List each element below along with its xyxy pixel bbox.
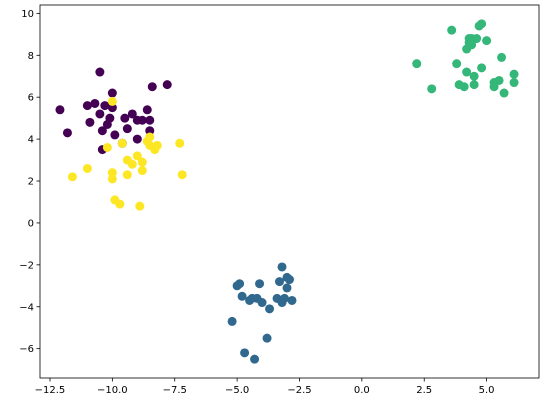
data-point [257,298,267,308]
data-point [227,316,237,326]
data-point [100,101,110,111]
data-point [275,277,285,287]
data-point [107,103,117,113]
data-point [132,134,142,144]
data-point [142,105,152,115]
data-point [489,82,499,92]
x-axis: −12.5 −10.0 −7.5 −5.0 −2.5 0.0 2.5 5.0 [35,378,495,396]
data-point [82,101,92,111]
data-point [277,262,287,272]
data-point [132,151,142,161]
data-point [137,157,147,167]
data-point [262,333,272,343]
y-tick-label: 0 [28,218,34,229]
data-point [452,59,462,69]
data-point [95,109,105,119]
data-point [285,275,294,285]
y-tick-label: 4 [28,135,34,146]
data-point [482,36,492,46]
data-point [280,293,290,303]
data-point [127,159,137,169]
y-tick-label: −2 [19,260,34,271]
y-tick-label: 2 [28,177,34,188]
x-tick-label: 5.0 [479,385,495,396]
x-tick-label: −2.5 [287,385,311,396]
x-tick-label: 2.5 [416,385,432,396]
data-point [55,105,65,115]
x-tick-label: −5.0 [225,385,249,396]
data-point [469,80,479,90]
data-point [497,52,507,62]
data-point [162,80,172,90]
data-point [120,113,130,123]
data-point [147,82,157,92]
x-tick-label: −12.5 [35,385,66,396]
data-point [95,67,105,77]
data-point [462,67,472,77]
data-point [152,140,162,150]
data-point [105,113,115,123]
data-point [145,115,155,125]
data-point [97,126,107,136]
y-tick-label: 6 [28,93,34,104]
data-point [82,163,92,173]
data-point [427,84,437,94]
data-point [494,75,504,85]
data-point [90,98,100,108]
data-point [240,348,250,358]
data-point [107,168,117,178]
data-point [477,63,487,73]
data-point [237,291,247,301]
data-point [117,138,127,148]
data-point [472,34,482,44]
data-point [137,115,147,125]
data-point [122,124,132,134]
data-point [137,166,147,176]
data-point [127,109,137,119]
data-point [62,128,72,138]
data-point [287,295,297,305]
data-point [102,142,112,152]
data-point [135,201,145,211]
data-point [110,130,120,140]
data-point [175,138,185,148]
y-tick-label: −6 [19,344,34,355]
data-point [509,69,519,79]
data-point [107,174,117,184]
x-tick-label: −10.0 [97,385,128,396]
data-point [107,96,117,106]
data-point [145,126,155,136]
data-point [499,88,509,98]
data-point [469,71,479,81]
data-point [67,172,77,182]
plot-frame [39,4,540,379]
data-point [85,117,95,127]
data-point [177,170,187,180]
data-point [477,19,487,29]
data-point [255,279,265,289]
x-tick-label: 0.0 [354,385,370,396]
y-tick-label: 8 [28,51,34,62]
data-point [145,132,155,142]
data-point [509,78,519,88]
data-point [122,170,132,180]
data-point [265,304,275,314]
data-point [250,354,260,364]
x-tick-label: −7.5 [163,385,187,396]
y-axis: −6 −4 −2 0 2 4 6 8 10 [19,9,40,355]
data-point [115,199,125,209]
points-layer [55,19,519,364]
data-point [107,88,117,98]
data-point [282,283,292,293]
y-tick-label: 10 [21,9,34,20]
data-point [235,279,245,289]
data-point [447,25,457,35]
data-point [459,82,469,92]
y-tick-label: −4 [19,302,34,313]
data-point [412,59,422,69]
data-point [467,40,477,50]
